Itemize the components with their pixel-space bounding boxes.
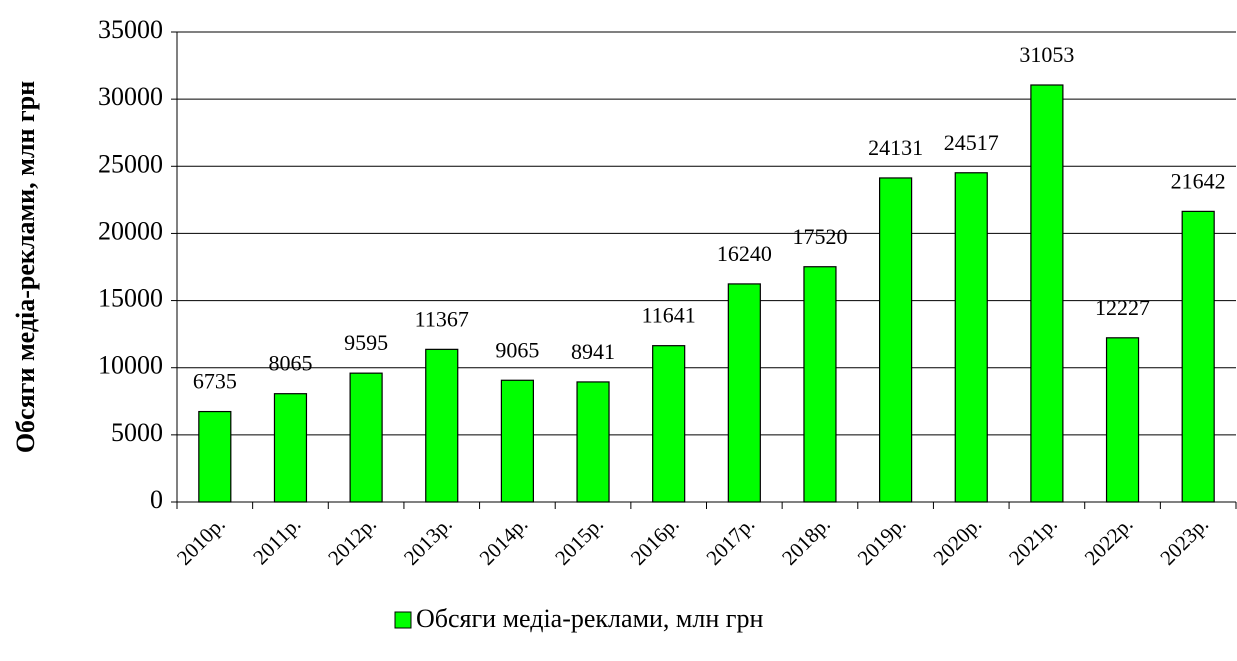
y-tick-label: 15000 bbox=[98, 284, 163, 313]
x-tick-label: 2018р. bbox=[777, 512, 835, 570]
bar bbox=[1105, 337, 1140, 503]
x-tick-label: 2019р. bbox=[853, 512, 911, 570]
data-label: 9595 bbox=[344, 330, 388, 355]
bar bbox=[500, 379, 534, 503]
y-tick-label: 35000 bbox=[98, 15, 163, 44]
x-tick-label: 2020р. bbox=[928, 512, 986, 570]
x-tick-label: 2010р. bbox=[172, 512, 230, 570]
x-tick-label: 2017р. bbox=[701, 512, 759, 570]
data-label: 6735 bbox=[193, 369, 237, 394]
data-label: 8941 bbox=[571, 339, 615, 364]
data-label: 17520 bbox=[792, 224, 847, 249]
x-tick-label: 2014р. bbox=[475, 512, 533, 570]
y-tick-label: 0 bbox=[150, 485, 163, 514]
x-tick-label: 2016р. bbox=[626, 512, 684, 570]
bar bbox=[273, 393, 308, 503]
y-tick-label: 25000 bbox=[98, 149, 163, 178]
data-label: 8065 bbox=[268, 351, 312, 376]
bar bbox=[954, 172, 988, 503]
bar bbox=[1030, 84, 1064, 503]
data-label: 24131 bbox=[868, 135, 923, 160]
data-label: 9065 bbox=[495, 337, 539, 362]
x-tick-label: 2015р. bbox=[550, 512, 608, 570]
x-tick-label: 2011р. bbox=[248, 512, 305, 569]
bar bbox=[803, 266, 837, 503]
data-label: 31053 bbox=[1019, 42, 1074, 67]
legend-swatch bbox=[394, 611, 412, 629]
data-label: 11641 bbox=[642, 303, 696, 328]
bar bbox=[425, 348, 459, 503]
y-tick-label: 10000 bbox=[98, 351, 163, 380]
data-label: 12227 bbox=[1095, 295, 1150, 320]
data-label: 24517 bbox=[944, 130, 999, 155]
y-axis-label: Обсяги медіа-реклами, млн грн bbox=[11, 81, 40, 453]
bar bbox=[879, 177, 913, 503]
bar bbox=[1181, 210, 1215, 503]
data-label: 16240 bbox=[717, 241, 772, 266]
y-tick-label: 30000 bbox=[98, 82, 163, 111]
legend-label: Обсяги медіа-реклами, млн грн bbox=[416, 604, 763, 633]
bar bbox=[576, 381, 610, 503]
x-tick-label: 2013р. bbox=[399, 512, 457, 570]
x-tick-label: 2021р. bbox=[1004, 512, 1062, 570]
bar bbox=[198, 410, 232, 503]
bar bbox=[349, 372, 383, 503]
bar bbox=[652, 345, 686, 503]
x-tick-label: 2023р. bbox=[1155, 512, 1213, 570]
y-tick-label: 5000 bbox=[111, 418, 163, 447]
x-tick-label: 2022р. bbox=[1080, 512, 1138, 570]
data-label: 21642 bbox=[1171, 168, 1226, 193]
data-label: 11367 bbox=[415, 306, 469, 331]
x-tick-label: 2012р. bbox=[323, 512, 381, 570]
y-tick-label: 20000 bbox=[98, 216, 163, 245]
bar bbox=[727, 283, 761, 503]
